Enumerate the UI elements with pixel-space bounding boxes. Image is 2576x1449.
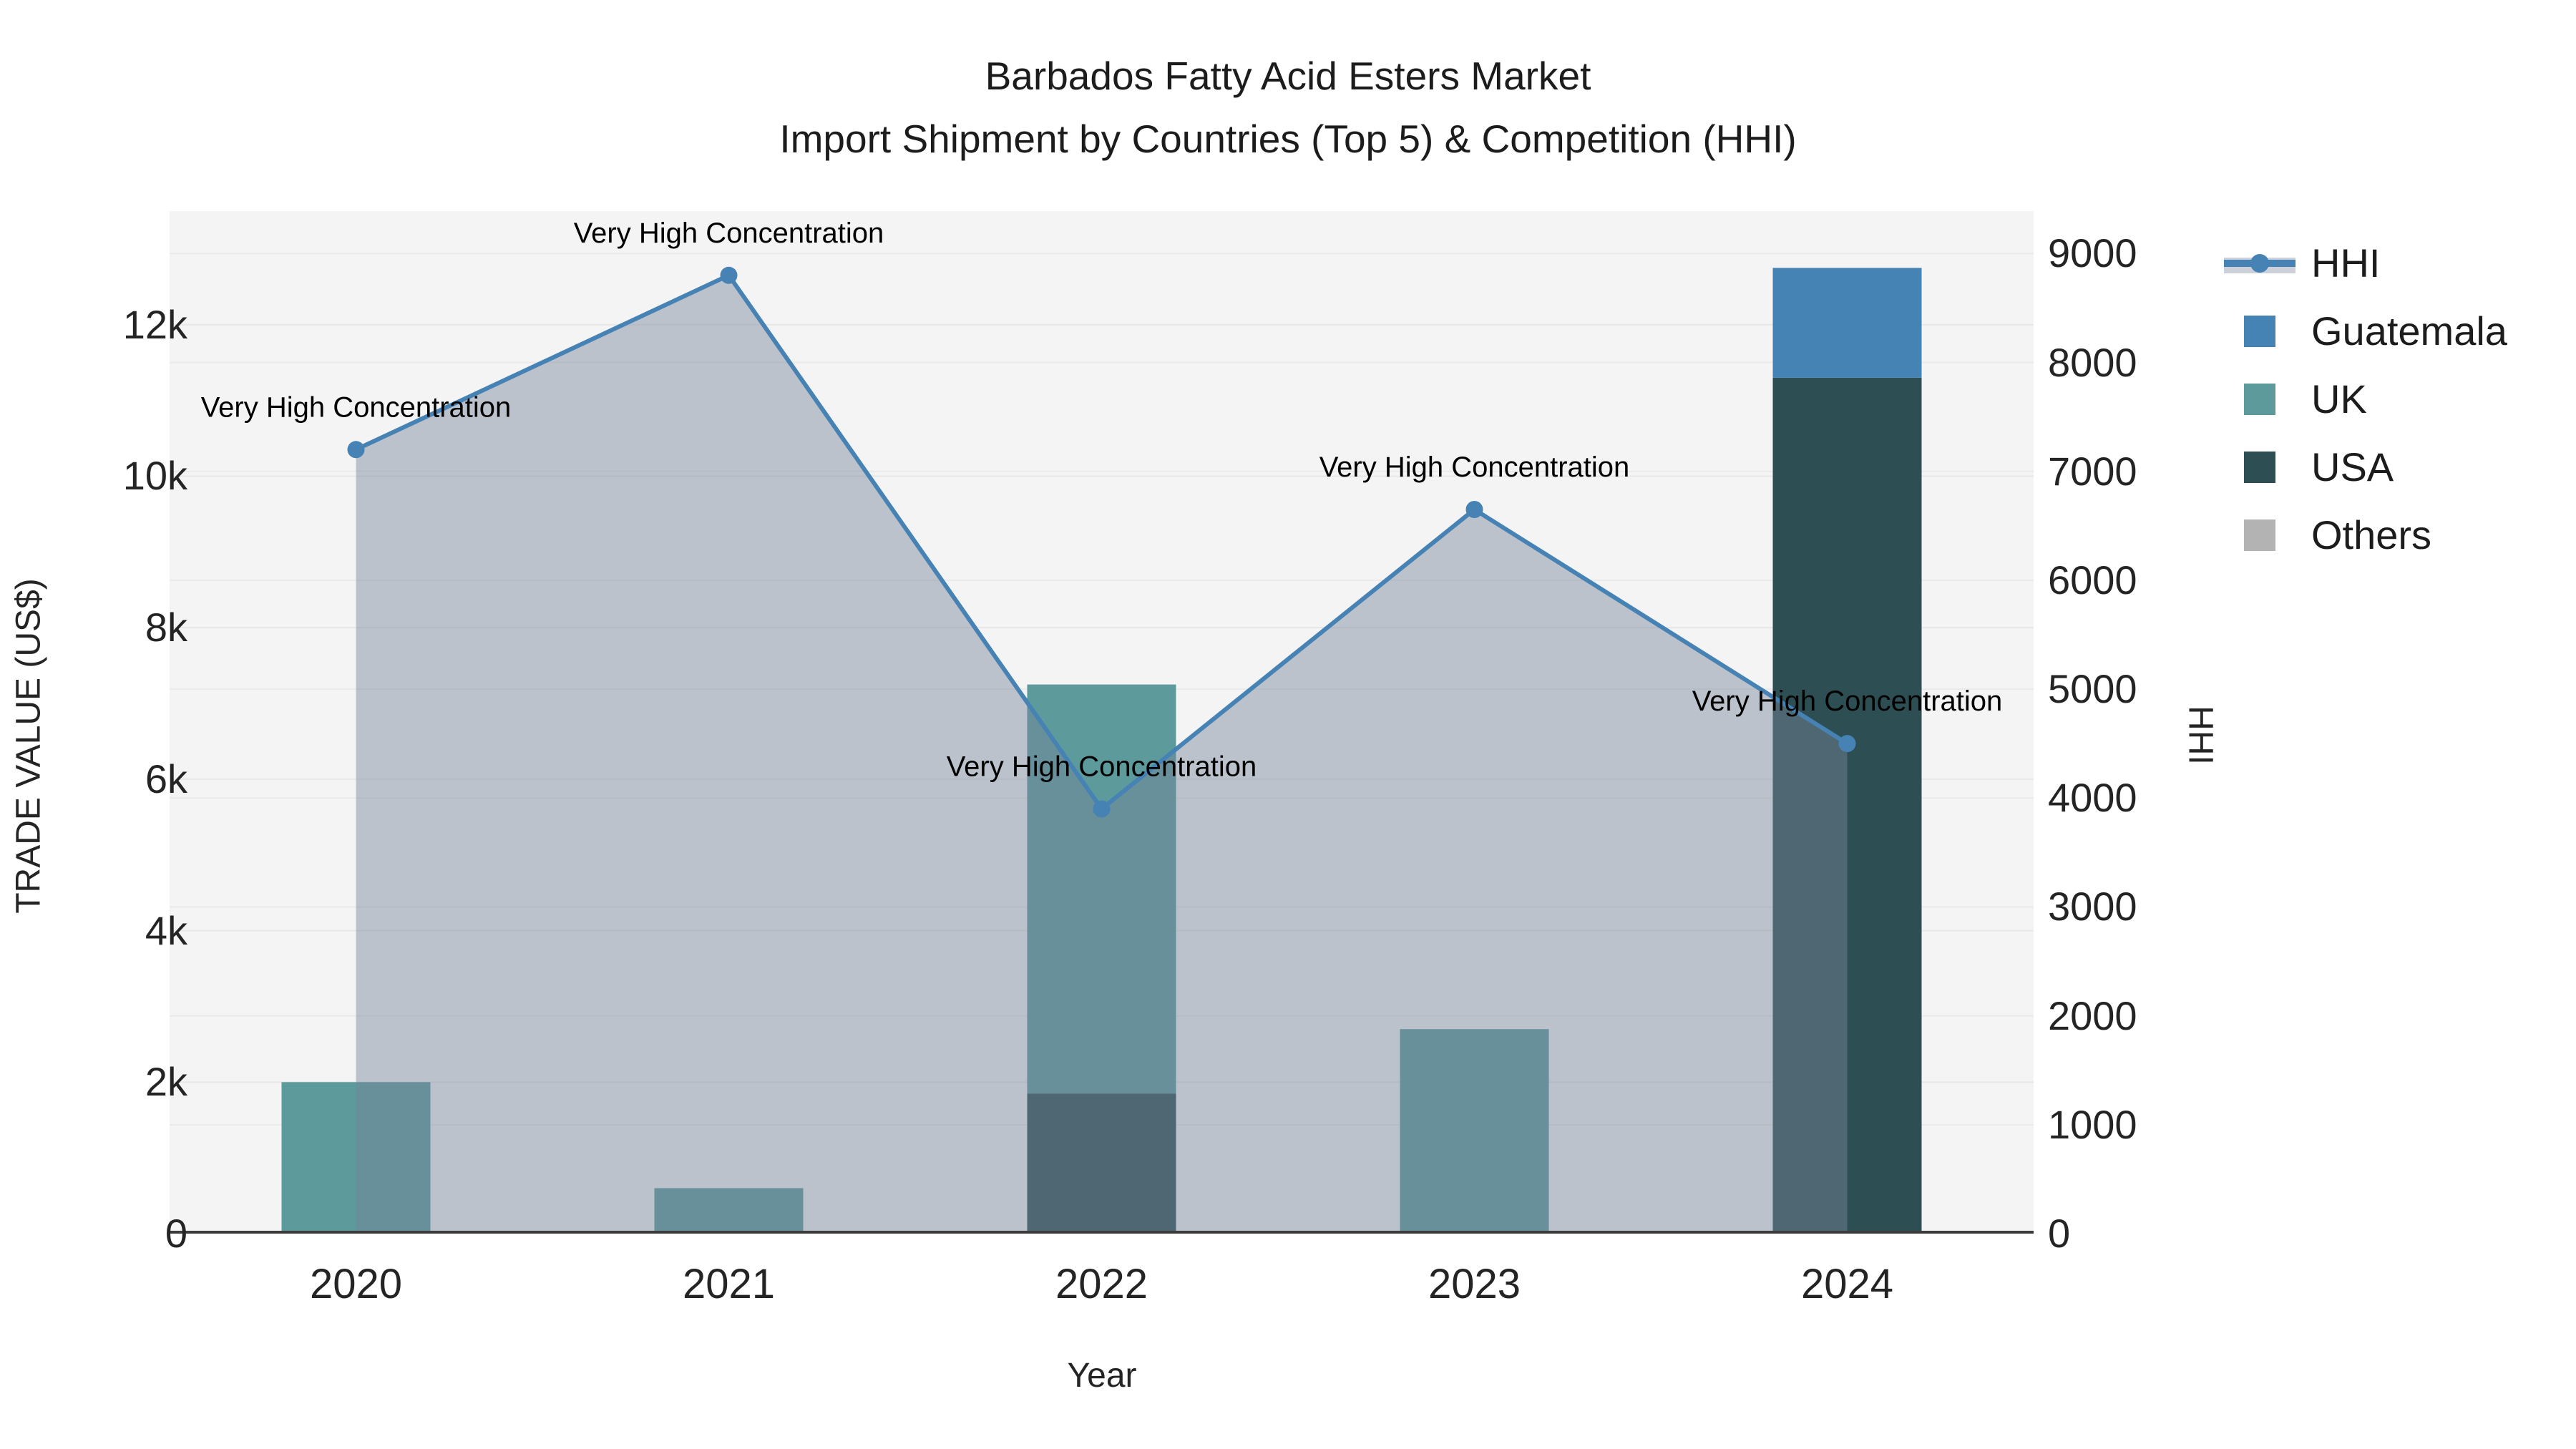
- others-swatch-icon: [2224, 519, 2296, 551]
- hhi-swatch: [2224, 248, 2296, 279]
- chart-title-line2: Import Shipment by Countries (Top 5) & C…: [779, 117, 1797, 161]
- uk-color-square: [2244, 383, 2275, 415]
- y-right-tick-5000: 5000: [2048, 666, 2137, 712]
- plot-area: Very High Concentration Very High Concent…: [170, 211, 2034, 1234]
- hhi-point-2023[interactable]: [1465, 500, 1483, 518]
- y-right-tick-8000: 8000: [2048, 339, 2137, 385]
- bar-uk-2020[interactable]: [281, 1082, 431, 1234]
- y-right-tick-7000: 7000: [2048, 448, 2137, 494]
- y-right-tick-4000: 4000: [2048, 775, 2137, 821]
- y-right-tick-2000: 2000: [2048, 992, 2137, 1038]
- hhi-point-2024[interactable]: [1838, 735, 1856, 753]
- usa-swatch-icon: [2224, 451, 2296, 483]
- y-right-tick-1000: 1000: [2048, 1101, 2137, 1147]
- chart-canvas: Very High Concentration Very High Concent…: [170, 218, 2034, 1234]
- y-left-tick-10k: 10k: [122, 453, 187, 499]
- y-right-tick-9000: 9000: [2048, 230, 2137, 276]
- y-right-tick-0: 0: [2048, 1211, 2071, 1256]
- x-tick-2024: 2024: [1800, 1261, 1894, 1307]
- legend-label: Others: [2311, 512, 2432, 557]
- bar-usa-2024[interactable]: [1772, 377, 1922, 1234]
- usa-color-square: [2244, 451, 2275, 483]
- legend: HHI Guatemala UK USA Others: [2224, 229, 2507, 569]
- x-tick-2021: 2021: [682, 1261, 776, 1307]
- y-left-tick-4k: 4k: [145, 907, 187, 953]
- x-tick-2020: 2020: [309, 1261, 403, 1307]
- y-left-tick-0: 0: [165, 1211, 187, 1256]
- hhi-point-2020[interactable]: [347, 441, 365, 459]
- x-tick-2022: 2022: [1055, 1261, 1148, 1307]
- chart-title: Barbados Fatty Acid Esters Market Import…: [0, 44, 2576, 170]
- guatemala-swatch-icon: [2224, 315, 2296, 347]
- x-tick-2023: 2023: [1428, 1261, 1521, 1307]
- legend-item-hhi[interactable]: HHI: [2224, 229, 2507, 297]
- y-right-tick-3000: 3000: [2048, 884, 2137, 930]
- legend-item-usa[interactable]: USA: [2224, 433, 2507, 501]
- hhi-swatch-part: [2250, 253, 2269, 273]
- y-left-tick-6k: 6k: [145, 756, 187, 801]
- annotation-2024: Very High Concentration: [1692, 686, 2003, 717]
- annotation-2021: Very High Concentration: [574, 218, 884, 249]
- guatemala-color-square: [2244, 315, 2275, 347]
- chart-title-line1: Barbados Fatty Acid Esters Market: [985, 54, 1591, 98]
- y-left-tick-2k: 2k: [145, 1059, 187, 1105]
- annotation-2022: Very High Concentration: [947, 751, 1257, 782]
- legend-label: Guatemala: [2311, 308, 2507, 353]
- y-left-tick-12k: 12k: [122, 301, 187, 347]
- x-axis-title: Year: [1067, 1357, 1137, 1395]
- legend-label: USA: [2311, 444, 2394, 489]
- legend-item-guatemala[interactable]: Guatemala: [2224, 297, 2507, 365]
- y-right-tick-6000: 6000: [2048, 557, 2137, 602]
- hhi-point-2022[interactable]: [1093, 800, 1111, 818]
- legend-item-others[interactable]: Others: [2224, 501, 2507, 569]
- legend-item-uk[interactable]: UK: [2224, 365, 2507, 433]
- bar-usa-2022[interactable]: [1027, 1093, 1176, 1234]
- y-right-axis-title: HHI: [2181, 706, 2220, 765]
- y-left-tick-8k: 8k: [145, 605, 187, 650]
- hhi-point-2021[interactable]: [720, 266, 738, 284]
- y-left-axis-title: TRADE VALUE (US$): [9, 578, 48, 914]
- bar-guatemala-2024[interactable]: [1772, 268, 1922, 378]
- bar-uk-2022[interactable]: [1027, 684, 1176, 1094]
- legend-label: UK: [2311, 376, 2367, 421]
- bar-uk-2021[interactable]: [654, 1188, 804, 1234]
- hhi-line-swatch-icon: [2224, 248, 2296, 279]
- legend-label: HHI: [2311, 240, 2381, 286]
- others-color-square: [2244, 519, 2275, 551]
- uk-swatch-icon: [2224, 383, 2296, 415]
- annotation-2023: Very High Concentration: [1319, 452, 1630, 483]
- bar-uk-2023[interactable]: [1400, 1029, 1549, 1234]
- annotation-2020: Very High Concentration: [201, 391, 512, 423]
